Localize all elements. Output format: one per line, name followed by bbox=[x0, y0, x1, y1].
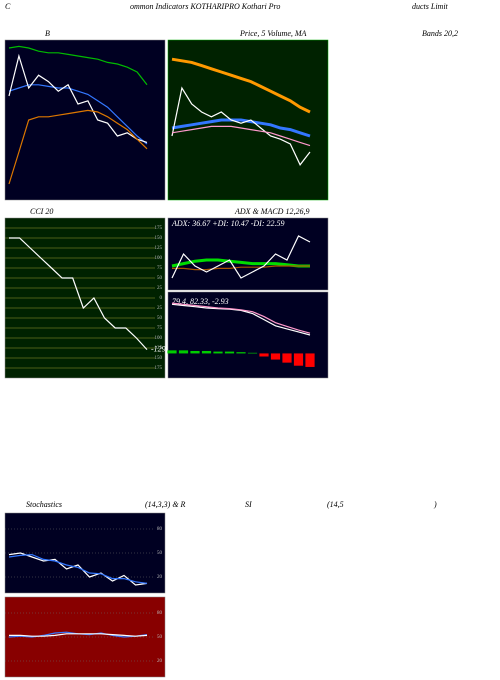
y-tick-label: 125 bbox=[155, 346, 163, 351]
y-tick-label: 20 bbox=[157, 575, 163, 580]
histogram-bar bbox=[213, 351, 223, 354]
histogram-bar bbox=[282, 353, 292, 363]
panel-title: B bbox=[45, 29, 50, 38]
series-line bbox=[171, 118, 311, 138]
panel bbox=[4, 39, 166, 201]
histogram-bar bbox=[190, 350, 200, 354]
y-tick-label: 125 bbox=[155, 246, 163, 251]
histogram-bar bbox=[224, 351, 235, 354]
y-tick-label: 50 bbox=[157, 551, 163, 556]
header: ommon Indicators KOTHARIPRO Kothari Pro bbox=[130, 2, 280, 11]
series-line bbox=[8, 552, 148, 586]
y-tick-label: 100 bbox=[155, 336, 163, 341]
histogram-bar bbox=[178, 350, 189, 354]
y-tick-label: 80 bbox=[157, 527, 163, 532]
row-label: (14,5 bbox=[327, 500, 344, 509]
panel bbox=[167, 217, 329, 291]
row-label: (14,3,3) & R bbox=[145, 500, 186, 509]
bands-label: Bands 20,2 bbox=[422, 29, 458, 38]
series-line bbox=[171, 235, 311, 279]
y-tick-label: 100 bbox=[155, 256, 163, 261]
y-tick-label: 75 bbox=[157, 326, 163, 331]
histogram-bar bbox=[236, 352, 246, 354]
y-tick-label: 80 bbox=[157, 611, 163, 616]
series-line bbox=[171, 125, 311, 147]
y-tick-label: 20 bbox=[157, 659, 163, 664]
series-line bbox=[171, 258, 310, 268]
histogram-bar bbox=[167, 350, 177, 354]
histogram-bar bbox=[293, 353, 304, 366]
y-tick-label: 0 bbox=[160, 296, 163, 301]
y-tick-label: 175 bbox=[155, 226, 163, 231]
y-tick-label: 25 bbox=[157, 286, 163, 291]
series-line bbox=[171, 302, 311, 334]
y-tick-label: 50 bbox=[157, 316, 163, 321]
value-label: -129 bbox=[151, 344, 166, 353]
histogram-bar bbox=[201, 350, 212, 354]
histogram-bar bbox=[270, 353, 281, 360]
panel-title: 79.4, 82.33, -2.93 bbox=[172, 297, 229, 306]
y-tick-label: 50 bbox=[157, 276, 163, 281]
series-line bbox=[8, 553, 148, 584]
row-label: Stochastics bbox=[26, 500, 62, 509]
y-tick-label: 175 bbox=[155, 366, 163, 371]
y-tick-label: 25 bbox=[157, 306, 163, 311]
y-tick-label: 50 bbox=[157, 635, 163, 640]
series-line bbox=[8, 45, 148, 86]
header: C bbox=[5, 2, 11, 11]
series-line bbox=[172, 265, 310, 271]
series-line bbox=[9, 237, 148, 351]
series-line bbox=[171, 86, 311, 166]
y-tick-label: 150 bbox=[155, 356, 163, 361]
series-line bbox=[9, 633, 148, 637]
panel-title: ADX & MACD 12,26,9 bbox=[234, 207, 309, 216]
series-line bbox=[8, 53, 148, 143]
y-tick-label: 150 bbox=[155, 236, 163, 241]
panel-title: CCI 20 bbox=[30, 207, 53, 216]
watermark: MunafaSutra.com bbox=[172, 570, 384, 598]
histogram-bar bbox=[247, 352, 258, 354]
panel-title: Price, 5 Volume, MA bbox=[239, 29, 307, 38]
series-line bbox=[8, 109, 148, 185]
histogram-bar bbox=[305, 353, 315, 367]
series-line bbox=[171, 57, 311, 114]
row-label: ) bbox=[433, 500, 437, 509]
series-line bbox=[8, 84, 148, 145]
panel-subtitle: ADX: 36.67 +DI: 10.47 -DI: 22.59 bbox=[171, 219, 285, 228]
header: ducts Limit bbox=[412, 2, 449, 11]
histogram-bar bbox=[259, 353, 269, 357]
y-tick-label: 75 bbox=[157, 266, 163, 271]
row-label: SI bbox=[245, 500, 252, 509]
